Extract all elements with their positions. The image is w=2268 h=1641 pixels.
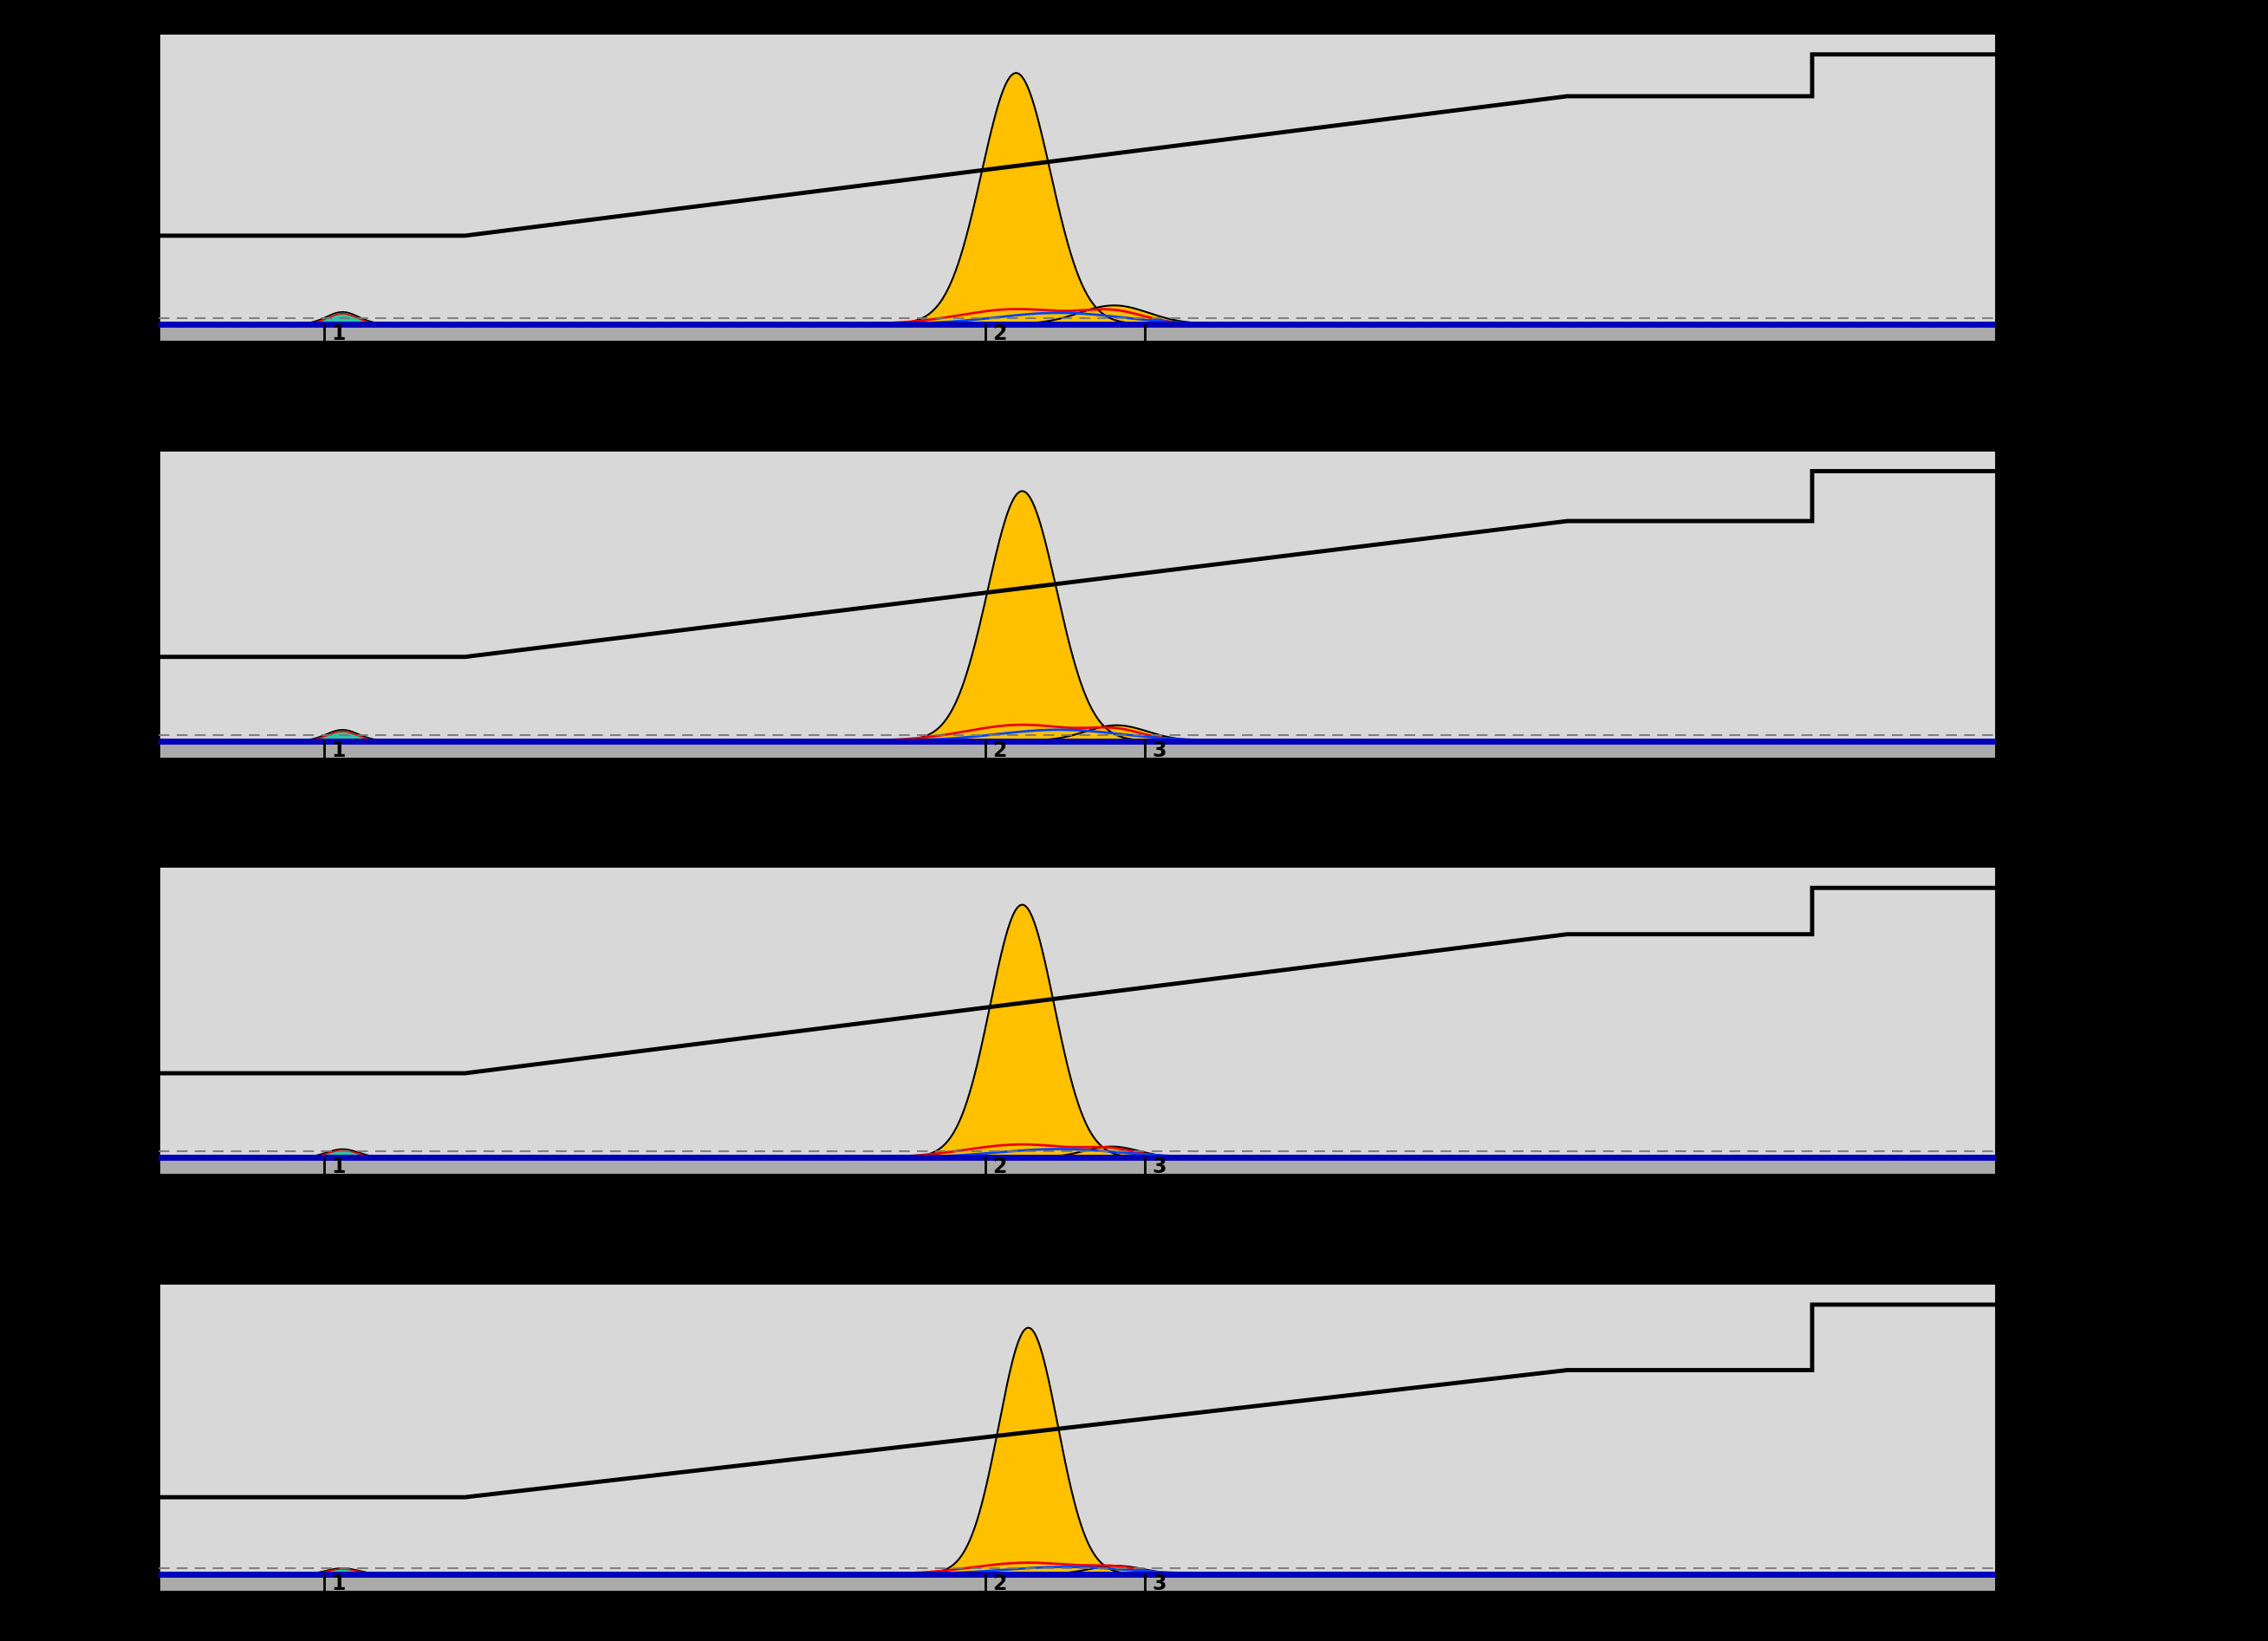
Text: 2: 2 [1842, 425, 1857, 448]
Text: ◄35%: ◄35% [1996, 1488, 2064, 1508]
Text: 10: 10 [1061, 842, 1093, 865]
Text: ►100%: ►100% [1996, 466, 2080, 486]
Text: 2: 2 [1558, 1259, 1576, 1282]
Text: 1: 1 [331, 323, 345, 345]
Bar [159, 450, 1996, 740]
Text: CV: CV [1962, 761, 1996, 784]
Text: 2: 2 [1842, 8, 1857, 31]
Text: CV: CV [1962, 1178, 1996, 1201]
Text: ◄85%: ◄85% [1996, 929, 2064, 948]
Bar [159, 1157, 1996, 1175]
Text: 2: 2 [1842, 1259, 1857, 1282]
Text: mAU: mAU [104, 1257, 163, 1280]
Text: ◄35%: ◄35% [1996, 226, 2064, 248]
X-axis label: CV: CV [1059, 1630, 1095, 1641]
Text: 2: 2 [993, 1574, 1007, 1595]
Text: ►100%: ►100% [1996, 1298, 2080, 1319]
Text: 10: 10 [1061, 1259, 1093, 1282]
Text: 2: 2 [993, 323, 1007, 345]
Text: 3: 3 [1152, 740, 1166, 761]
Text: 2: 2 [1558, 842, 1576, 865]
Text: 1: 1 [331, 740, 345, 761]
Bar [159, 1283, 1996, 1574]
Text: ►100%: ►100% [1996, 881, 2080, 903]
Text: ►100%: ►100% [1996, 49, 2080, 69]
Text: 1: 1 [331, 1157, 345, 1178]
Text: 1: 1 [333, 842, 352, 865]
Text: CV: CV [1962, 345, 1996, 368]
Text: 3: 3 [1152, 1574, 1166, 1595]
Text: 2: 2 [1842, 842, 1857, 865]
Text: 10: 10 [1061, 425, 1093, 448]
Text: 2: 2 [1558, 8, 1576, 31]
Text: ◄85%: ◄85% [1996, 515, 2064, 535]
Text: ◄35%: ◄35% [1996, 1063, 2064, 1085]
Bar [159, 866, 1996, 1157]
Bar [159, 323, 1996, 341]
Text: ◄85%: ◄85% [1996, 90, 2064, 112]
Text: 3: 3 [1152, 1157, 1166, 1178]
Text: mAU: mAU [104, 7, 163, 30]
Bar [159, 740, 1996, 758]
Text: 1: 1 [333, 425, 352, 448]
Text: 2: 2 [1558, 425, 1576, 448]
Text: ◄85%: ◄85% [1996, 1364, 2064, 1385]
Text: 2: 2 [993, 740, 1007, 761]
Text: 1: 1 [333, 1259, 352, 1282]
Text: 1: 1 [333, 8, 352, 31]
Text: ◄35%: ◄35% [1996, 648, 2064, 668]
Bar [159, 1574, 1996, 1592]
Text: mAU: mAU [104, 423, 163, 446]
Text: 2: 2 [993, 1157, 1007, 1178]
Bar [159, 33, 1996, 323]
Text: 10: 10 [1061, 8, 1093, 31]
Text: 1: 1 [331, 1574, 345, 1595]
Text: mAU: mAU [104, 840, 163, 863]
